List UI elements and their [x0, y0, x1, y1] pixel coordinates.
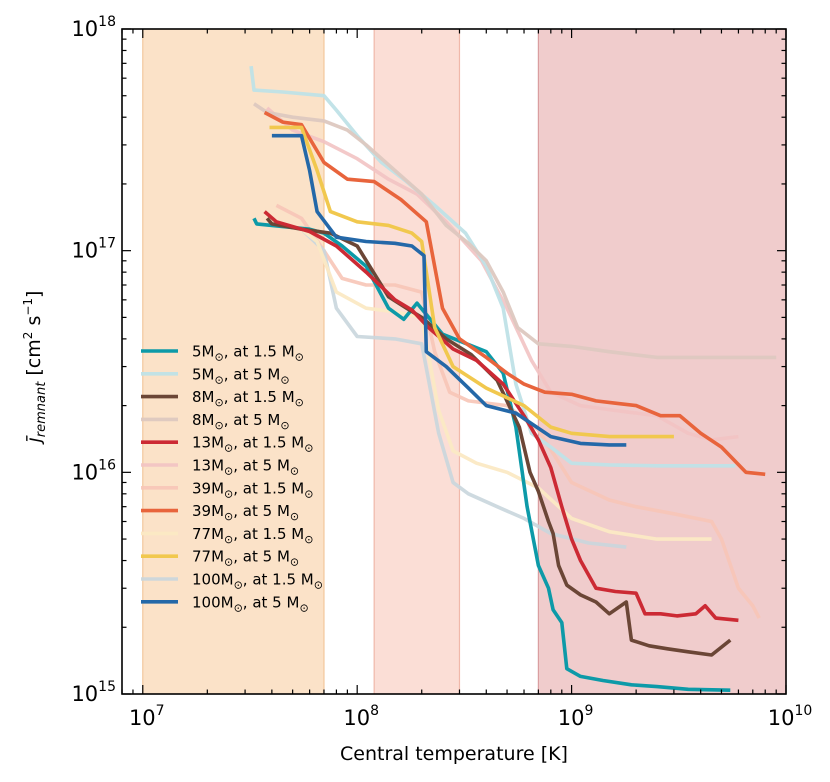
x-tick-label-7: 107	[129, 703, 165, 730]
y-tick-label-18-exp: 18	[98, 14, 116, 30]
x-tick-label-7-exp: 7	[156, 703, 165, 719]
y-tick-label-17-exp: 17	[98, 236, 116, 252]
y-tick-label-15: 1015	[71, 679, 116, 706]
shaded-region-1	[142, 29, 324, 694]
series-line-100M-at-5	[271, 133, 627, 447]
y-axis-units-exp: −1	[21, 298, 35, 316]
y-tick-label-15-exp: 15	[98, 679, 116, 695]
shaded-regions	[142, 29, 786, 694]
y-tick-label-18: 1018	[71, 14, 116, 41]
series-line-77M-at-1-5	[271, 220, 712, 541]
x-tick-label-8-exp: 8	[370, 703, 379, 719]
y-axis-label: j̄remnant [cm2 s−1]	[21, 291, 49, 446]
y-tick-label-18-base: 10	[71, 17, 98, 41]
x-tick-label-8: 108	[343, 703, 379, 730]
series-line-8M-at-5	[253, 102, 777, 360]
series-lines	[249, 65, 777, 692]
legend-label-1: 5M⊙, at 1.5 M⊙	[192, 343, 304, 364]
series-line-13M-at-5	[265, 106, 739, 442]
x-tick-label-10: 1010	[768, 703, 813, 730]
y-tick-label-17-base: 10	[71, 239, 98, 263]
y-tick-label-16-exp: 16	[98, 457, 116, 473]
series-line-5M-at-5	[249, 65, 736, 468]
legend-label-6: 13M⊙, at 5 M⊙	[192, 457, 299, 478]
legend-label-12: 100M⊙, at 5 M⊙	[192, 593, 309, 614]
x-tick-label-10-base: 10	[768, 706, 795, 730]
series-line-39M-at-1-5	[275, 203, 761, 619]
series-line-13M-at-1-5	[263, 210, 739, 623]
y-tick-label-16: 1016	[71, 457, 116, 484]
series-line-5M-at-1-5	[252, 217, 731, 692]
x-tick-label-9-exp: 9	[584, 703, 593, 719]
y-axis-units-sq: 2	[21, 332, 35, 340]
y-axis-subscript: remnant	[34, 381, 49, 437]
x-tick-label-9-base: 10	[558, 706, 585, 730]
legend-label-3: 8M⊙, at 1.5 M⊙	[192, 388, 304, 409]
y-axis-units: [cm	[23, 339, 45, 381]
axis-ticks	[121, 28, 787, 695]
x-tick-label-8-base: 10	[343, 706, 370, 730]
x-tick-label-9: 109	[558, 703, 594, 730]
shaded-region-3	[538, 29, 786, 694]
x-axis-label: Central temperature [K]	[340, 743, 568, 765]
legend-label-2: 5M⊙, at 5 M⊙	[192, 365, 290, 386]
y-tick-label-17: 1017	[71, 236, 116, 263]
legend-label-9: 77M⊙, at 1.5 M⊙	[192, 525, 313, 546]
y-axis-units-close: ]	[23, 291, 45, 298]
y-tick-label-16-base: 10	[71, 460, 98, 484]
y-axis-symbol: j̄	[23, 435, 45, 445]
x-tick-label-10-exp: 10	[794, 703, 812, 719]
legend-label-10: 77M⊙, at 5 M⊙	[192, 548, 299, 569]
legend: 5M⊙, at 1.5 M⊙5M⊙, at 5 M⊙8M⊙, at 1.5 M⊙…	[141, 343, 323, 614]
legend-label-8: 39M⊙, at 5 M⊙	[192, 502, 299, 523]
series-line-77M-at-5	[269, 125, 674, 439]
y-tick-label-15-base: 10	[71, 682, 98, 706]
plot-frame	[121, 28, 787, 695]
legend-label-5: 13M⊙, at 1.5 M⊙	[192, 434, 313, 455]
legend-label-4: 8M⊙, at 5 M⊙	[192, 411, 290, 432]
legend-label-7: 39M⊙, at 1.5 M⊙	[192, 479, 313, 500]
series-line-39M-at-5	[263, 110, 766, 477]
x-tick-label-7-base: 10	[129, 706, 156, 730]
series-line-8M-at-1-5	[265, 217, 732, 657]
y-axis-units-s: s	[23, 316, 45, 332]
legend-label-11: 100M⊙, at 1.5 M⊙	[192, 571, 323, 592]
shaded-region-2	[374, 29, 460, 694]
